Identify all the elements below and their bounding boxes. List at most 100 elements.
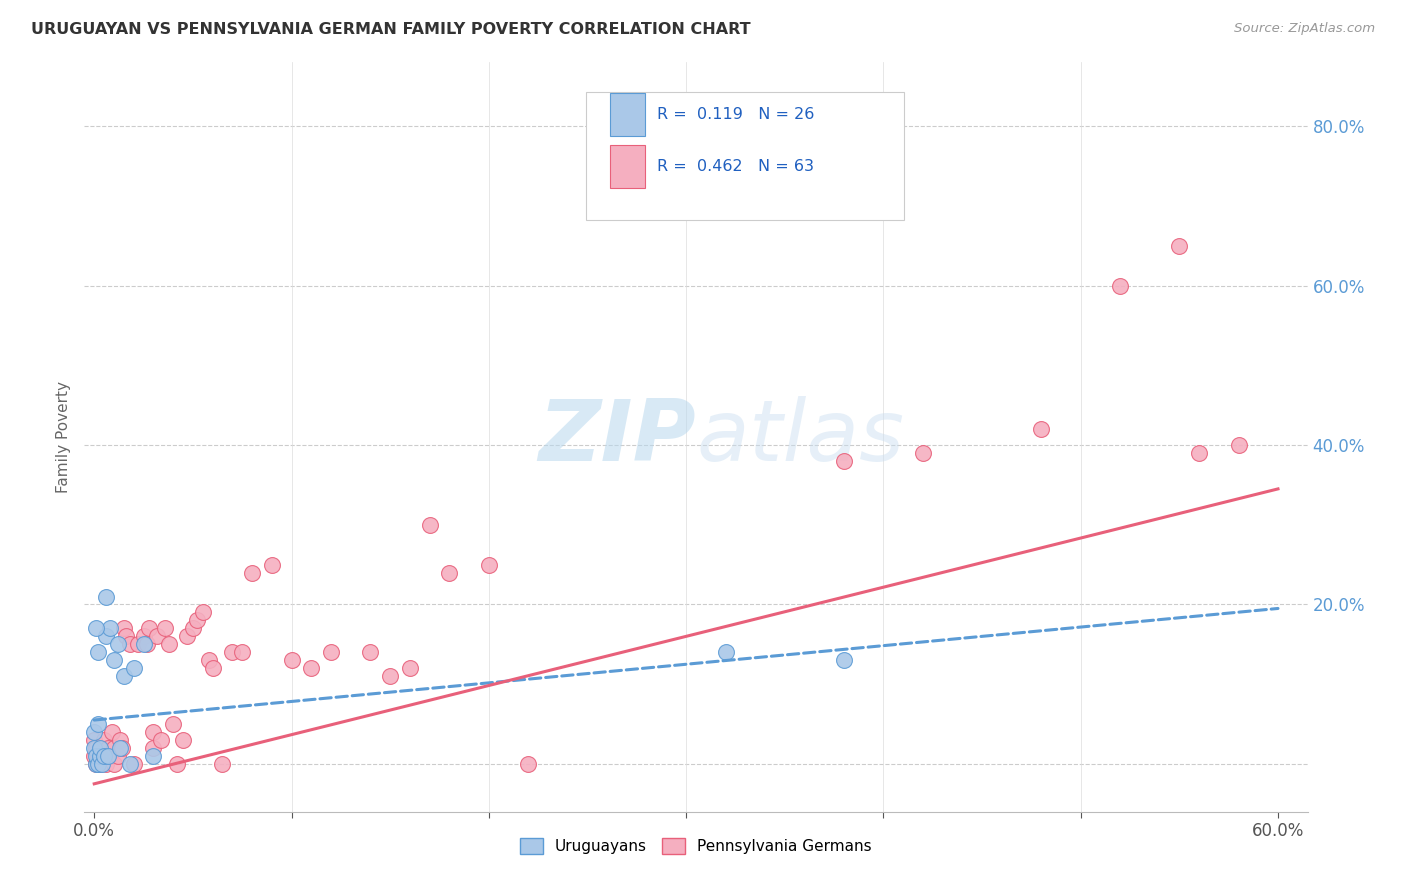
Point bbox=[103, 653, 125, 667]
Text: ZIP: ZIP bbox=[538, 395, 696, 479]
Point bbox=[181, 621, 204, 635]
Point bbox=[380, 669, 402, 683]
Point bbox=[1188, 446, 1211, 460]
Point bbox=[240, 566, 263, 580]
Point bbox=[166, 756, 188, 771]
Point bbox=[138, 621, 160, 635]
Point bbox=[260, 558, 283, 572]
Point bbox=[280, 653, 302, 667]
Point bbox=[87, 717, 110, 731]
Point bbox=[84, 756, 107, 771]
Point bbox=[399, 661, 422, 675]
Point bbox=[176, 629, 198, 643]
Point bbox=[89, 756, 111, 771]
Point bbox=[94, 590, 117, 604]
Point bbox=[439, 566, 461, 580]
Point bbox=[97, 748, 120, 763]
Point bbox=[114, 629, 136, 643]
Point bbox=[1109, 278, 1132, 293]
Point bbox=[94, 629, 117, 643]
Point bbox=[1168, 239, 1191, 253]
Point bbox=[122, 661, 145, 675]
Point bbox=[87, 748, 110, 763]
Point bbox=[93, 748, 115, 763]
Point bbox=[186, 614, 208, 628]
Point bbox=[91, 756, 114, 771]
Point bbox=[142, 741, 165, 756]
Point bbox=[87, 756, 110, 771]
FancyBboxPatch shape bbox=[610, 145, 645, 187]
Point bbox=[107, 637, 129, 651]
Point bbox=[83, 748, 105, 763]
Point bbox=[517, 756, 540, 771]
Point bbox=[714, 645, 737, 659]
Point bbox=[911, 446, 934, 460]
Point bbox=[112, 669, 135, 683]
Point bbox=[359, 645, 381, 659]
Point bbox=[118, 756, 141, 771]
Point bbox=[319, 645, 342, 659]
Point bbox=[142, 748, 165, 763]
Point bbox=[191, 606, 214, 620]
Point bbox=[231, 645, 253, 659]
Legend: Uruguayans, Pennsylvania Germans: Uruguayans, Pennsylvania Germans bbox=[513, 832, 879, 860]
Point bbox=[162, 717, 184, 731]
Point bbox=[84, 756, 107, 771]
Text: R =  0.119   N = 26: R = 0.119 N = 26 bbox=[657, 107, 814, 122]
Point bbox=[419, 517, 441, 532]
Point bbox=[142, 725, 165, 739]
Point bbox=[84, 621, 107, 635]
Point bbox=[91, 748, 114, 763]
Text: R =  0.462   N = 63: R = 0.462 N = 63 bbox=[657, 159, 814, 174]
Point bbox=[94, 756, 117, 771]
Point bbox=[97, 741, 120, 756]
Point bbox=[146, 629, 169, 643]
Point bbox=[93, 733, 115, 747]
Text: atlas: atlas bbox=[696, 395, 904, 479]
Point bbox=[98, 621, 121, 635]
Point bbox=[83, 725, 105, 739]
Point bbox=[832, 653, 855, 667]
Point bbox=[89, 741, 111, 756]
Point bbox=[299, 661, 322, 675]
Text: Source: ZipAtlas.com: Source: ZipAtlas.com bbox=[1234, 22, 1375, 36]
Point bbox=[832, 454, 855, 468]
Point bbox=[211, 756, 233, 771]
Point bbox=[111, 741, 134, 756]
Point bbox=[89, 741, 111, 756]
Point bbox=[1031, 422, 1053, 436]
Point bbox=[127, 637, 149, 651]
Point bbox=[136, 637, 159, 651]
Point bbox=[89, 748, 111, 763]
Point bbox=[103, 756, 125, 771]
Point bbox=[478, 558, 501, 572]
Point bbox=[84, 741, 107, 756]
Point bbox=[132, 629, 155, 643]
Point bbox=[221, 645, 243, 659]
Point bbox=[122, 756, 145, 771]
FancyBboxPatch shape bbox=[586, 93, 904, 219]
Point bbox=[155, 621, 177, 635]
Point bbox=[108, 733, 131, 747]
Point bbox=[87, 645, 110, 659]
Point bbox=[108, 741, 131, 756]
Point bbox=[132, 637, 155, 651]
Point bbox=[101, 725, 124, 739]
Point bbox=[157, 637, 180, 651]
Point bbox=[83, 733, 105, 747]
Point bbox=[1227, 438, 1250, 452]
FancyBboxPatch shape bbox=[610, 93, 645, 136]
Point bbox=[83, 741, 105, 756]
Y-axis label: Family Poverty: Family Poverty bbox=[56, 381, 72, 493]
Point bbox=[172, 733, 194, 747]
Point bbox=[98, 748, 121, 763]
Point bbox=[201, 661, 224, 675]
Point bbox=[150, 733, 173, 747]
Point bbox=[107, 748, 129, 763]
Point bbox=[118, 637, 141, 651]
Point bbox=[197, 653, 219, 667]
Text: URUGUAYAN VS PENNSYLVANIA GERMAN FAMILY POVERTY CORRELATION CHART: URUGUAYAN VS PENNSYLVANIA GERMAN FAMILY … bbox=[31, 22, 751, 37]
Point bbox=[103, 741, 125, 756]
Point bbox=[112, 621, 135, 635]
Point bbox=[84, 748, 107, 763]
